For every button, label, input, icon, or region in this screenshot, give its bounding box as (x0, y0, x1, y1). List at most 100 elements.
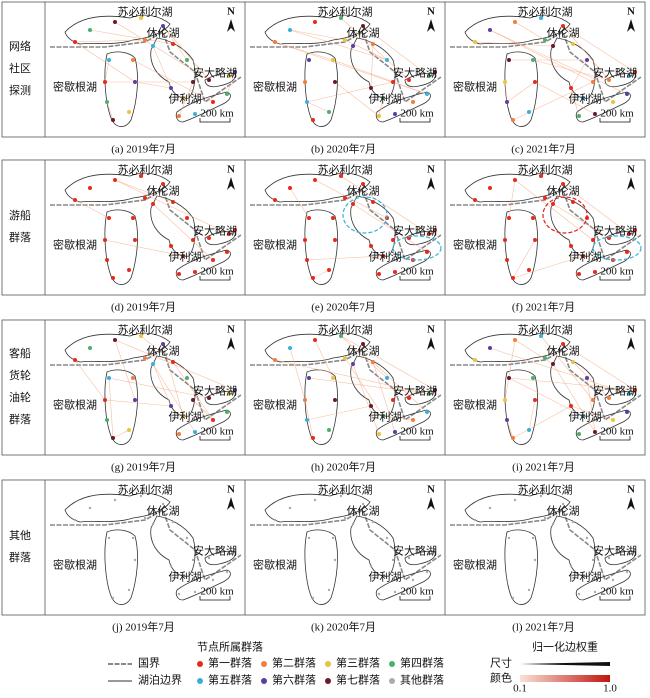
network-node (377, 272, 381, 276)
lake-label: 苏必利尔湖 (318, 6, 373, 19)
lake-label: 休伦湖 (147, 26, 180, 40)
network-node (361, 24, 365, 28)
north-arrow (227, 19, 235, 32)
network-node (105, 100, 109, 104)
network-edge (306, 101, 330, 113)
network-node (527, 428, 531, 432)
north-label: N (627, 484, 635, 496)
network-node (107, 216, 111, 220)
network-node (385, 58, 389, 62)
network-node (169, 86, 173, 90)
network-node (327, 588, 331, 592)
lake-label: 苏必利尔湖 (318, 324, 373, 337)
lake-outline (150, 195, 196, 257)
lake-label: 伊利湖 (369, 93, 402, 106)
network-edge (570, 59, 588, 89)
country-border (50, 188, 242, 262)
network-node (103, 238, 107, 242)
network-node (527, 588, 531, 592)
network-edge (132, 59, 214, 103)
network-node (233, 388, 237, 392)
network-edge (114, 339, 236, 391)
highlight-ellipse (392, 235, 442, 261)
network-edge (192, 399, 214, 421)
scale-bar (199, 596, 231, 601)
network-node (539, 494, 543, 498)
network-node (369, 244, 373, 248)
network-node (571, 520, 575, 524)
lake-outline (64, 172, 171, 203)
network-node (561, 342, 565, 346)
lake-label: 休伦湖 (547, 344, 580, 358)
lake-label: 密歇根湖 (53, 80, 97, 94)
network-node (333, 558, 337, 562)
network-node (511, 436, 515, 440)
network-node (511, 118, 515, 122)
network-edge (306, 255, 384, 261)
network-node (73, 358, 77, 362)
size-wedge (520, 662, 610, 666)
network-node (343, 38, 347, 42)
lake-label: 安大略湖 (393, 544, 437, 558)
north-arrow (627, 177, 635, 190)
network-edge (152, 363, 172, 407)
network-edge (362, 25, 430, 77)
network-node (151, 44, 155, 48)
network-node (305, 578, 309, 582)
lake-outline (464, 172, 571, 203)
row-frame (1, 319, 646, 456)
network-node (625, 410, 629, 414)
legend-swatch (389, 678, 395, 684)
network-edge (308, 377, 430, 395)
network-node (191, 558, 195, 562)
network-node (139, 494, 143, 498)
network-node (577, 114, 581, 118)
network-node (391, 238, 395, 242)
scale-bar (199, 436, 231, 441)
network-node (427, 392, 431, 396)
network-node (585, 536, 589, 540)
network-edge (314, 179, 388, 219)
network-node (507, 536, 511, 540)
network-node (331, 216, 335, 220)
row-label: 网络 (9, 39, 31, 53)
network-node (591, 398, 595, 402)
network-node (143, 356, 147, 360)
network-edge (552, 203, 610, 239)
network-edge (352, 363, 380, 435)
network-node (633, 70, 637, 74)
network-node (327, 428, 331, 432)
network-edge (586, 377, 596, 433)
legend-label: 湖泊边界 (138, 674, 182, 687)
network-node (425, 570, 429, 574)
network-node (307, 536, 311, 540)
network-node (161, 182, 165, 186)
network-node (88, 346, 92, 350)
network-node (88, 506, 92, 510)
lake-outline (304, 529, 338, 605)
lake-outline (375, 249, 431, 281)
network-node (225, 250, 229, 254)
network-edge (112, 429, 130, 439)
network-node (181, 574, 185, 578)
country-border (50, 508, 242, 582)
network-node (333, 238, 337, 242)
network-node (181, 96, 185, 100)
row-label: 其他 (9, 529, 31, 542)
legend-weight-title: 归一化边权重 (532, 640, 598, 654)
lake-label: 密歇根湖 (253, 238, 297, 252)
network-node (503, 398, 507, 402)
network-node (539, 174, 543, 178)
lake-outline (604, 390, 636, 406)
panel-caption: (a) 2019年7月 (111, 142, 175, 156)
network-node (607, 396, 611, 400)
network-node (351, 44, 355, 48)
lake-label: 休伦湖 (547, 504, 580, 518)
network-node (377, 592, 381, 596)
network-node (307, 216, 311, 220)
panel-caption: (f) 2021年7月 (512, 300, 575, 314)
network-node (73, 198, 77, 202)
lake-outline (204, 230, 236, 246)
